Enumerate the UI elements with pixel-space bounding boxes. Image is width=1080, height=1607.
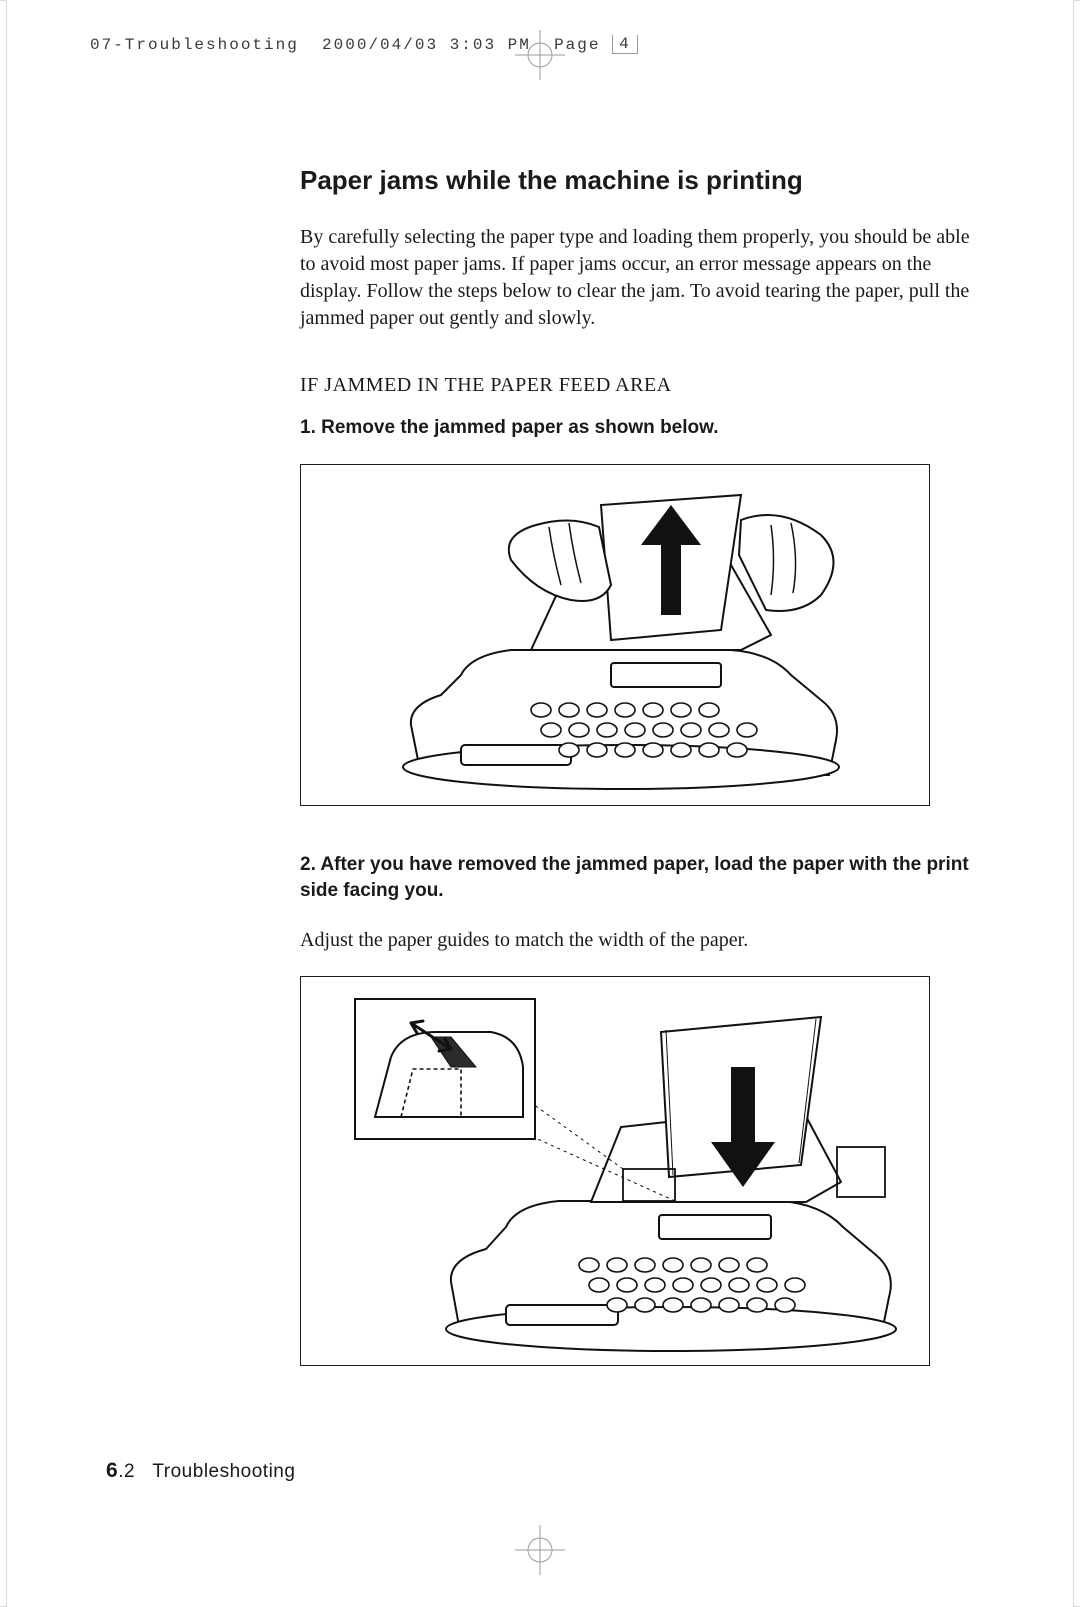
print-job-header: 07-Troubleshooting 2000/04/03 3:03 PM Pa… — [90, 36, 638, 55]
header-page-number: 4 — [612, 35, 638, 54]
step-2: 2. After you have removed the jammed pap… — [300, 852, 980, 905]
figure-remove-jam — [300, 464, 930, 806]
intro-paragraph: By carefully selecting the paper type an… — [300, 224, 980, 332]
crop-mark-right — [1073, 0, 1080, 1607]
footer-page: .2 — [118, 1461, 135, 1482]
step-1: 1. Remove the jammed paper as shown belo… — [300, 415, 980, 442]
footer-label: Troubleshooting — [152, 1461, 295, 1482]
page-footer: 6.2 Troubleshooting — [106, 1459, 295, 1483]
footer-chapter: 6 — [106, 1459, 118, 1482]
header-timestamp: 2000/04/03 3:03 PM — [322, 36, 531, 54]
step-2-paragraph: Adjust the paper guides to match the wid… — [300, 927, 980, 954]
header-file: 07-Troubleshooting — [90, 36, 299, 54]
printer-load-paper-icon — [301, 977, 929, 1365]
printer-remove-jam-icon — [301, 465, 929, 805]
page-content: Paper jams while the machine is printing… — [300, 165, 980, 1412]
manual-page: 07-Troubleshooting 2000/04/03 3:03 PM Pa… — [0, 0, 1080, 1605]
page-title: Paper jams while the machine is printing — [300, 165, 980, 196]
crop-mark-left — [0, 0, 7, 1607]
section-heading: IF JAMMED IN THE PAPER FEED AREA — [300, 374, 980, 397]
registration-mark-bottom-icon — [515, 1525, 565, 1575]
figure-load-paper — [300, 976, 930, 1366]
header-page-label: Page — [554, 36, 600, 54]
